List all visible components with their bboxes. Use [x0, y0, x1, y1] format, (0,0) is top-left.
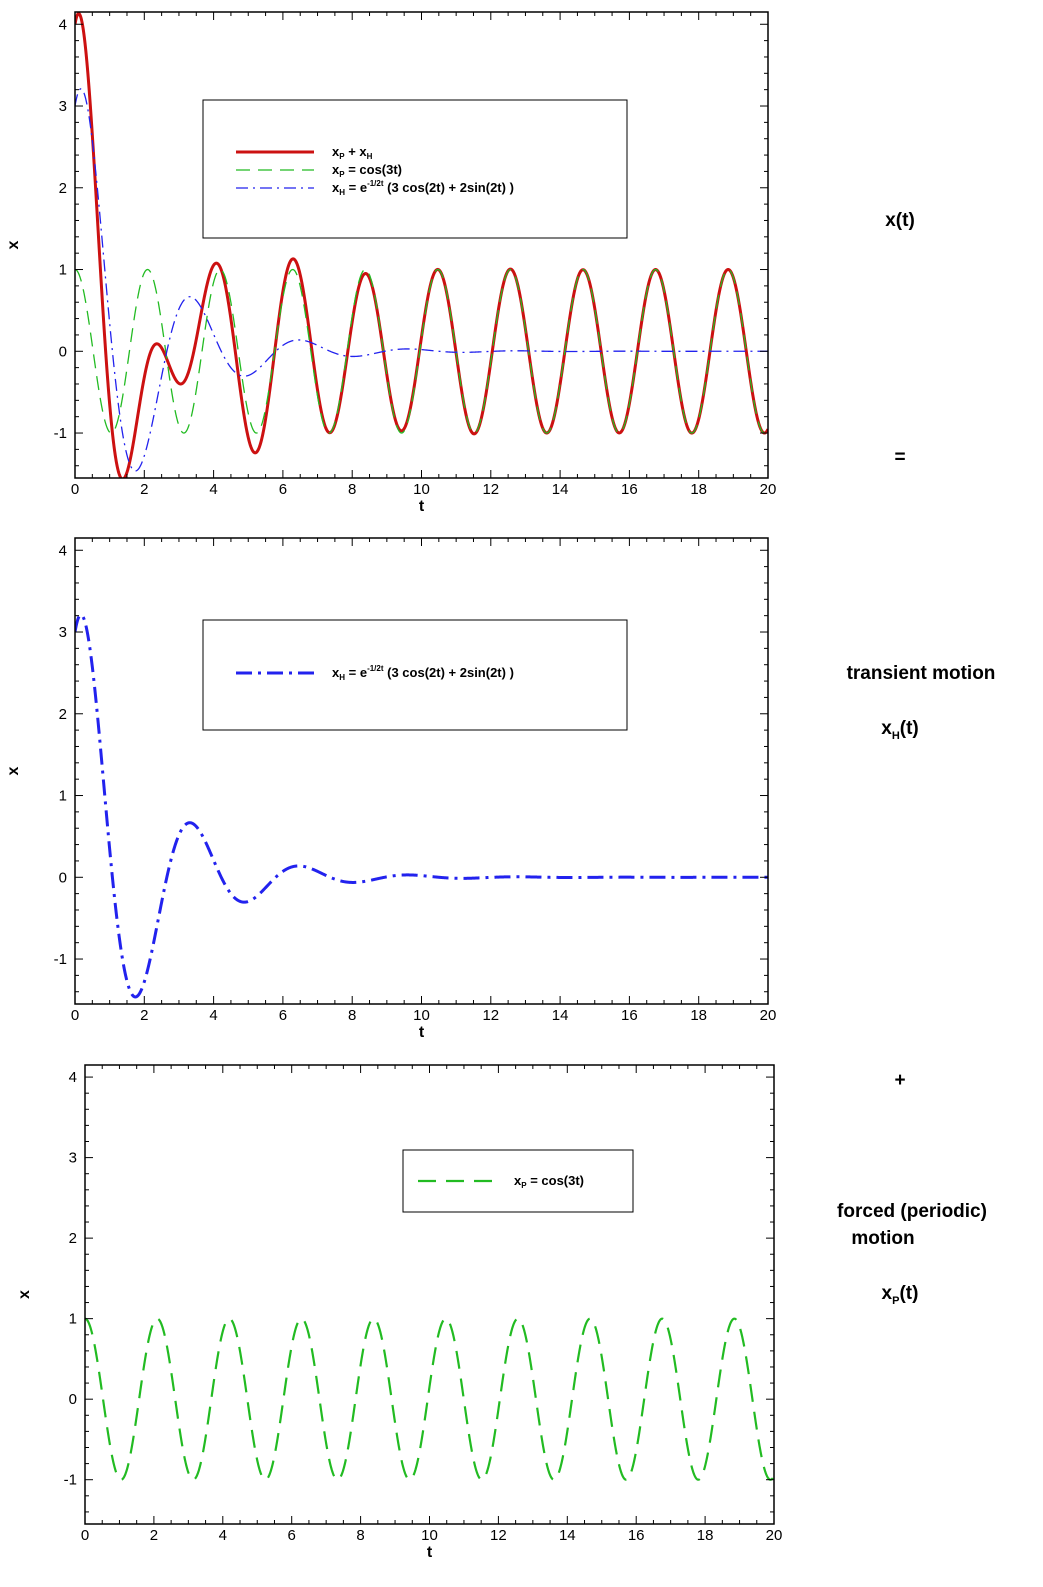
- legend-entry-xh: xH = e-1/2t (3 cos(2t) + 2sin(2t) ): [332, 664, 514, 682]
- legend: xP = cos(3t): [402, 1149, 634, 1213]
- x-tick-label: 16: [628, 1527, 645, 1544]
- x-tick-label: 18: [690, 1007, 707, 1024]
- forced-motion-label-line1: forced (periodic): [837, 1201, 987, 1222]
- x-tick-label: 16: [621, 481, 638, 498]
- x-tick-label: 0: [81, 1527, 89, 1544]
- series-line-xp: [85, 1317, 774, 1481]
- y-tick-label: -1: [64, 1472, 77, 1489]
- x-tick-label: 4: [219, 1527, 227, 1544]
- x-tick-label: 18: [697, 1527, 714, 1544]
- x-tick-label: 6: [279, 1007, 287, 1024]
- forced-motion-symbol: xP(t): [882, 1283, 919, 1307]
- equals-sign: =: [894, 447, 905, 468]
- y-tick-label: 3: [59, 98, 67, 115]
- x-tick-label: 14: [559, 1527, 576, 1544]
- x-tick-label: 20: [760, 481, 777, 498]
- x-tick-label: 18: [690, 481, 707, 498]
- y-axis-label: x: [5, 766, 22, 775]
- y-tick-label: 0: [59, 869, 67, 886]
- transient-motion-symbol: xH(t): [881, 718, 919, 742]
- y-tick-label: 3: [59, 624, 67, 641]
- x-tick-label: 2: [150, 1527, 158, 1544]
- x-tick-label: 0: [71, 1007, 79, 1024]
- legend-box: [402, 1149, 634, 1213]
- series-line-xh: [75, 613, 768, 999]
- x-tick-label: 20: [760, 1007, 777, 1024]
- x-tick-label: 12: [482, 481, 499, 498]
- y-axis-label: x: [16, 1290, 33, 1299]
- legend-entry-xh: xH = e-1/2t (3 cos(2t) + 2sin(2t) ): [332, 179, 514, 197]
- legend-entry-xp: xP = cos(3t): [332, 162, 402, 179]
- plot-frame: [74, 11, 769, 479]
- x-axis-label: t: [419, 498, 425, 515]
- y-axis-label: x: [5, 240, 22, 249]
- legend-entry-xp: xP = cos(3t): [514, 1173, 584, 1190]
- x-tick-label: 2: [140, 481, 148, 498]
- y-tick-label: 1: [59, 788, 67, 805]
- x-tick-label: 14: [552, 1007, 569, 1024]
- x-tick-label: 10: [413, 1007, 430, 1024]
- series-line-xh: [75, 88, 768, 472]
- x-tick-label: 16: [621, 1007, 638, 1024]
- plot-frame: [84, 1064, 775, 1525]
- y-tick-label: 4: [69, 1069, 77, 1086]
- y-tick-label: 0: [69, 1391, 77, 1408]
- x-tick-label: 2: [140, 1007, 148, 1024]
- x-tick-label: 6: [288, 1527, 296, 1544]
- y-tick-label: 4: [59, 16, 67, 33]
- x-tick-label: 8: [356, 1527, 364, 1544]
- x-tick-label: 10: [421, 1527, 438, 1544]
- x-tick-label: 10: [413, 481, 430, 498]
- transient-motion-label: transient motion: [847, 663, 996, 684]
- y-tick-label: 1: [59, 262, 67, 279]
- y-tick-label: -1: [54, 951, 67, 968]
- series-line-sum: [75, 12, 768, 478]
- y-tick-label: -1: [54, 425, 67, 442]
- x-tick-label: 6: [279, 481, 287, 498]
- y-tick-label: 2: [59, 180, 67, 197]
- y-tick-label: 1: [69, 1311, 77, 1328]
- y-tick-label: 3: [69, 1150, 77, 1167]
- x-axis-label: t: [427, 1544, 433, 1561]
- series-line-xp: [75, 268, 768, 434]
- total-motion-label: x(t): [885, 210, 915, 231]
- plus-sign: +: [894, 1070, 905, 1091]
- y-tick-label: 2: [69, 1230, 77, 1247]
- plot-frame: [74, 537, 769, 1005]
- forced-motion-label-line2: motion: [851, 1228, 914, 1249]
- x-tick-label: 12: [482, 1007, 499, 1024]
- legend-entry-sum: xP + xH: [332, 144, 373, 161]
- x-tick-label: 12: [490, 1527, 507, 1544]
- y-tick-label: 4: [59, 542, 67, 559]
- legend-box: [202, 99, 628, 239]
- x-tick-label: 8: [348, 481, 356, 498]
- x-tick-label: 0: [71, 481, 79, 498]
- x-tick-label: 14: [552, 481, 569, 498]
- legend-box: [202, 619, 628, 731]
- y-tick-label: 0: [59, 343, 67, 360]
- x-tick-label: 20: [766, 1527, 783, 1544]
- x-axis-label: t: [419, 1024, 425, 1041]
- x-tick-label: 8: [348, 1007, 356, 1024]
- x-tick-label: 4: [209, 1007, 217, 1024]
- y-tick-label: 2: [59, 706, 67, 723]
- legend: xH = e-1/2t (3 cos(2t) + 2sin(2t) ): [202, 619, 628, 731]
- x-tick-label: 4: [209, 481, 217, 498]
